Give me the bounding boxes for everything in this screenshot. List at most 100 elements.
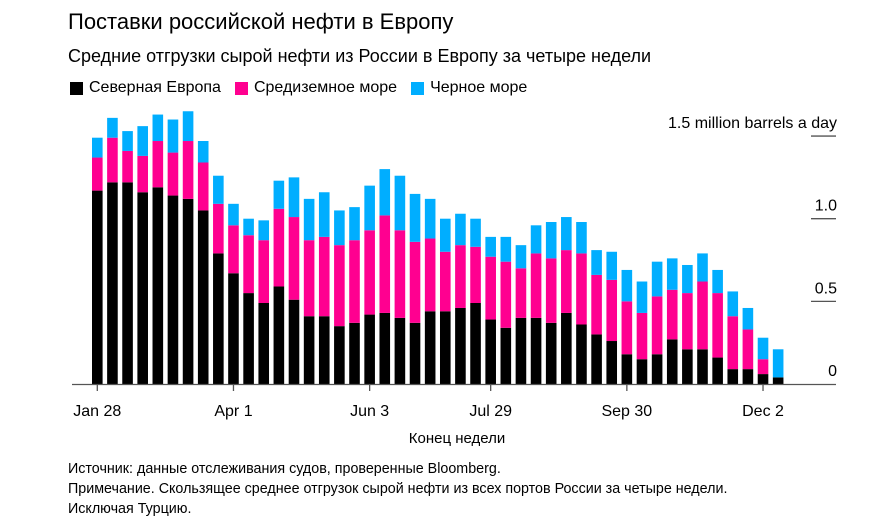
bar-segment-north-europe: [636, 359, 648, 384]
bar-segment-north-europe: [424, 311, 436, 384]
bar-segment-north-europe: [243, 293, 254, 384]
bar-segment-north-europe: [697, 349, 708, 384]
bar-segment-black-sea: [576, 222, 587, 254]
chart-subtitle: Средние отгрузки сырой нефти из России в…: [68, 46, 652, 66]
bar-segment-black-sea: [485, 236, 496, 257]
bar-segment-mediterranean: [515, 268, 527, 318]
bar-segment-black-sea: [197, 141, 209, 163]
legend-item-mediterranean: Средиземное море: [234, 79, 398, 97]
x-axis-label: Конец недели: [409, 430, 506, 447]
bar-segment-black-sea: [530, 225, 542, 254]
bar-segment-north-europe: [651, 354, 663, 384]
bar-segment-mediterranean: [92, 157, 103, 191]
bar-segment-black-sea: [500, 236, 512, 262]
legend-swatch: [70, 81, 83, 95]
bar-segment-north-europe: [666, 339, 678, 384]
bar-segment-north-europe: [122, 182, 133, 384]
bar-segment-north-europe: [197, 210, 209, 384]
bar-segment-north-europe: [182, 198, 194, 384]
bar-segment-mediterranean: [727, 316, 739, 370]
chart-title: Поставки российской нефти в Европу: [68, 9, 454, 34]
bar-segment-black-sea: [727, 291, 739, 317]
bar-segment-north-europe: [303, 316, 315, 384]
bar-segment-black-sea: [439, 218, 451, 252]
bar-segment-black-sea: [137, 126, 148, 156]
bar-segment-mediterranean: [439, 251, 451, 312]
bar-segment-north-europe: [258, 303, 270, 384]
legend-swatch: [234, 81, 248, 95]
bar-segment-north-europe: [500, 327, 512, 384]
bar-segment-north-europe: [288, 299, 300, 384]
bar-segment-mediterranean: [682, 293, 693, 350]
bar-segment-black-sea: [213, 175, 224, 204]
y-tick-label: 0.5: [815, 280, 837, 297]
bar-segment-black-sea: [107, 117, 118, 138]
bar-segment-mediterranean: [651, 296, 663, 355]
bar-segment-north-europe: [152, 187, 164, 384]
bar-segment-north-europe: [606, 341, 618, 384]
bar-segment-black-sea: [182, 111, 194, 142]
bar-segment-north-europe: [364, 314, 375, 384]
bar-segment-black-sea: [243, 218, 254, 236]
bar-segment-mediterranean: [636, 312, 648, 360]
bar-segment-north-europe: [545, 322, 557, 384]
bar-segment-black-sea: [772, 349, 784, 378]
bar-segment-north-europe: [92, 190, 103, 384]
bar-segment-black-sea: [334, 210, 345, 246]
bar-segment-mediterranean: [666, 289, 678, 340]
y-tick-label: 0: [828, 363, 837, 380]
bar-segment-mediterranean: [303, 240, 315, 317]
bar-segment-black-sea: [682, 264, 693, 294]
bar-segment-mediterranean: [470, 246, 481, 304]
bar-segment-north-europe: [379, 312, 391, 384]
bar-segment-black-sea: [636, 281, 648, 313]
bar-segment-black-sea: [379, 169, 391, 216]
bar-segment-black-sea: [288, 177, 300, 218]
bar-segment-north-europe: [682, 349, 693, 384]
legend-label: Средиземное море: [253, 79, 398, 96]
bar-segment-mediterranean: [485, 256, 496, 320]
bar-segment-black-sea: [455, 213, 466, 246]
bar-segment-mediterranean: [243, 235, 254, 294]
bar-segment-north-europe: [349, 322, 360, 384]
bar-segment-black-sea: [167, 119, 179, 153]
bar-segment-mediterranean: [606, 279, 618, 342]
legend-item-black-sea: Черное море: [411, 79, 527, 97]
bar-segment-north-europe: [772, 377, 784, 384]
bar-segment-mediterranean: [364, 230, 375, 315]
bar-segment-north-europe: [530, 317, 542, 384]
bar-segment-black-sea: [742, 307, 754, 330]
bar-segment-north-europe: [515, 317, 527, 384]
bar-segment-mediterranean: [182, 141, 194, 199]
bar-segment-black-sea: [349, 207, 360, 241]
legend-swatch: [411, 81, 425, 95]
bar-segment-north-europe: [757, 374, 769, 384]
bar-segment-black-sea: [394, 175, 406, 231]
bar-segment-mediterranean: [742, 329, 754, 370]
legend-label: Северная Европа: [89, 79, 221, 96]
bar-segment-black-sea: [591, 250, 602, 275]
bar-segment-black-sea: [122, 131, 133, 151]
bar-segment-mediterranean: [273, 208, 285, 287]
bar-segment-north-europe: [228, 273, 239, 384]
bar-segment-north-europe: [591, 334, 602, 384]
bar-segment-north-europe: [561, 312, 572, 384]
legend-item-north-europe: Северная Европа: [70, 79, 221, 97]
bar-segment-mediterranean: [409, 241, 421, 323]
x-tick-label: Apr 1: [214, 403, 252, 420]
bar-segment-mediterranean: [424, 238, 436, 312]
bar-segment-black-sea: [515, 245, 527, 269]
bar-segment-mediterranean: [576, 253, 587, 325]
bar-segment-black-sea: [273, 180, 285, 209]
legend-label: Черное море: [430, 79, 528, 96]
bar-segment-north-europe: [318, 316, 330, 384]
bar-segment-north-europe: [334, 326, 345, 384]
bar-segment-black-sea: [621, 269, 633, 302]
bar-segment-mediterranean: [530, 253, 542, 318]
bar-segment-mediterranean: [500, 261, 512, 328]
bar-segment-mediterranean: [334, 245, 345, 327]
bar-segment-black-sea: [364, 185, 375, 231]
bar-segment-black-sea: [258, 220, 270, 241]
y-tick-label: 1.5 million barrels a day: [668, 115, 837, 132]
method-note: Примечание. Скользящее среднее отгрузок …: [68, 481, 728, 497]
